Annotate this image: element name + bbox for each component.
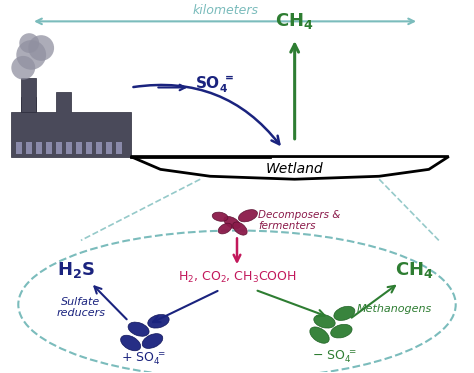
Text: $\mathregular{H_2}$, $\mathregular{CO_2}$, $\mathregular{CH_3COOH}$: $\mathregular{H_2}$, $\mathregular{CO_2}…: [178, 270, 296, 285]
Ellipse shape: [218, 223, 232, 234]
Bar: [46, 142, 52, 154]
Ellipse shape: [334, 306, 355, 320]
Text: Decomposers &
fermenters: Decomposers & fermenters: [258, 210, 340, 232]
Ellipse shape: [233, 222, 247, 235]
Ellipse shape: [128, 322, 149, 336]
Bar: [36, 142, 42, 154]
Bar: [66, 142, 72, 154]
Text: $\mathregular{- \ SO_4^{\ =}}$: $\mathregular{- \ SO_4^{\ =}}$: [312, 348, 357, 365]
Ellipse shape: [148, 314, 169, 328]
Ellipse shape: [310, 327, 329, 343]
Ellipse shape: [238, 210, 257, 222]
Text: kilometers: kilometers: [192, 4, 258, 18]
Text: $\mathregular{+ \ SO_4^{\ =}}$: $\mathregular{+ \ SO_4^{\ =}}$: [121, 351, 166, 367]
Bar: [116, 142, 122, 154]
Ellipse shape: [120, 335, 141, 351]
Bar: [26, 142, 32, 154]
Bar: [106, 142, 112, 154]
Polygon shape: [11, 93, 131, 157]
Bar: [56, 142, 62, 154]
Ellipse shape: [224, 216, 240, 229]
Ellipse shape: [212, 212, 228, 221]
Circle shape: [16, 40, 46, 70]
Ellipse shape: [142, 333, 163, 348]
Ellipse shape: [18, 231, 456, 373]
Bar: [76, 142, 82, 154]
Ellipse shape: [331, 325, 352, 338]
Bar: [86, 142, 92, 154]
Polygon shape: [21, 78, 36, 112]
Polygon shape: [131, 157, 449, 179]
Circle shape: [11, 56, 35, 79]
Text: $\mathregular{H_2S}$: $\mathregular{H_2S}$: [57, 260, 95, 280]
Circle shape: [19, 33, 39, 53]
Ellipse shape: [314, 314, 335, 328]
Text: $\mathregular{CH_4}$: $\mathregular{CH_4}$: [395, 260, 433, 280]
Text: $\mathregular{CH_4}$: $\mathregular{CH_4}$: [275, 11, 314, 31]
Bar: [96, 142, 102, 154]
Text: Methanogens: Methanogens: [356, 304, 432, 314]
FancyArrowPatch shape: [133, 85, 279, 144]
Text: $\mathregular{SO_4^{\ =}}$: $\mathregular{SO_4^{\ =}}$: [195, 74, 235, 95]
Circle shape: [28, 35, 54, 61]
Bar: [16, 142, 22, 154]
Text: Wetland: Wetland: [266, 162, 323, 176]
Text: Sulfate
reducers: Sulfate reducers: [56, 297, 105, 318]
